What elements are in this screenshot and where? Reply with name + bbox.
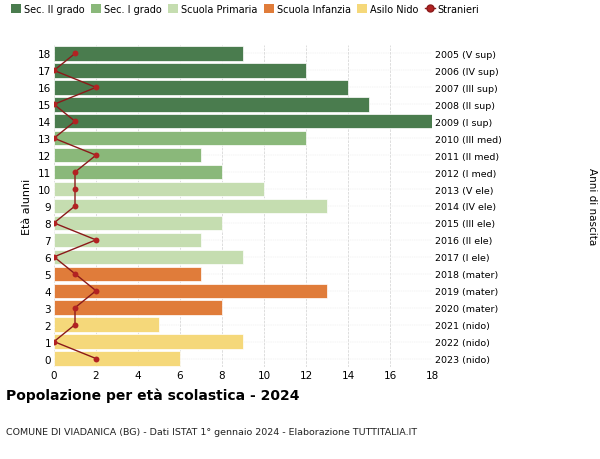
Point: [70, 50, 80, 58]
Point: [70, 270, 80, 278]
Point: [49, 101, 59, 109]
Bar: [54, 301, 222, 315]
Point: [49, 254, 59, 261]
Bar: [54, 352, 180, 366]
Point: [91, 355, 101, 363]
Point: [91, 84, 101, 92]
Bar: [54, 64, 306, 78]
Point: [91, 287, 101, 295]
Bar: [54, 166, 222, 180]
Bar: [54, 216, 222, 230]
Bar: [54, 81, 348, 95]
Bar: [54, 335, 243, 349]
Text: COMUNE DI VIADANICA (BG) - Dati ISTAT 1° gennaio 2024 - Elaborazione TUTTITALIA.: COMUNE DI VIADANICA (BG) - Dati ISTAT 1°…: [6, 427, 417, 436]
Bar: [54, 132, 306, 146]
Point: [70, 186, 80, 193]
Point: [70, 203, 80, 210]
Bar: [54, 149, 201, 163]
Bar: [54, 182, 264, 197]
Bar: [54, 233, 201, 247]
Point: [49, 220, 59, 227]
Point: [70, 304, 80, 312]
Text: Anni di nascita: Anni di nascita: [587, 168, 597, 245]
Point: [70, 169, 80, 176]
Point: [70, 118, 80, 126]
Point: [91, 152, 101, 159]
Point: [70, 321, 80, 329]
Bar: [54, 267, 201, 281]
Point: [49, 135, 59, 143]
Point: [49, 67, 59, 75]
Point: [49, 338, 59, 346]
Bar: [54, 199, 327, 214]
Point: [91, 237, 101, 244]
Bar: [54, 98, 369, 112]
Bar: [54, 250, 243, 264]
Bar: [54, 318, 159, 332]
Bar: [54, 284, 327, 298]
Text: Popolazione per età scolastica - 2024: Popolazione per età scolastica - 2024: [6, 388, 299, 403]
Legend: Sec. II grado, Sec. I grado, Scuola Primaria, Scuola Infanzia, Asilo Nido, Stran: Sec. II grado, Sec. I grado, Scuola Prim…: [11, 5, 479, 15]
Y-axis label: Età alunni: Età alunni: [22, 179, 32, 235]
Bar: [54, 115, 432, 129]
Bar: [54, 47, 243, 62]
